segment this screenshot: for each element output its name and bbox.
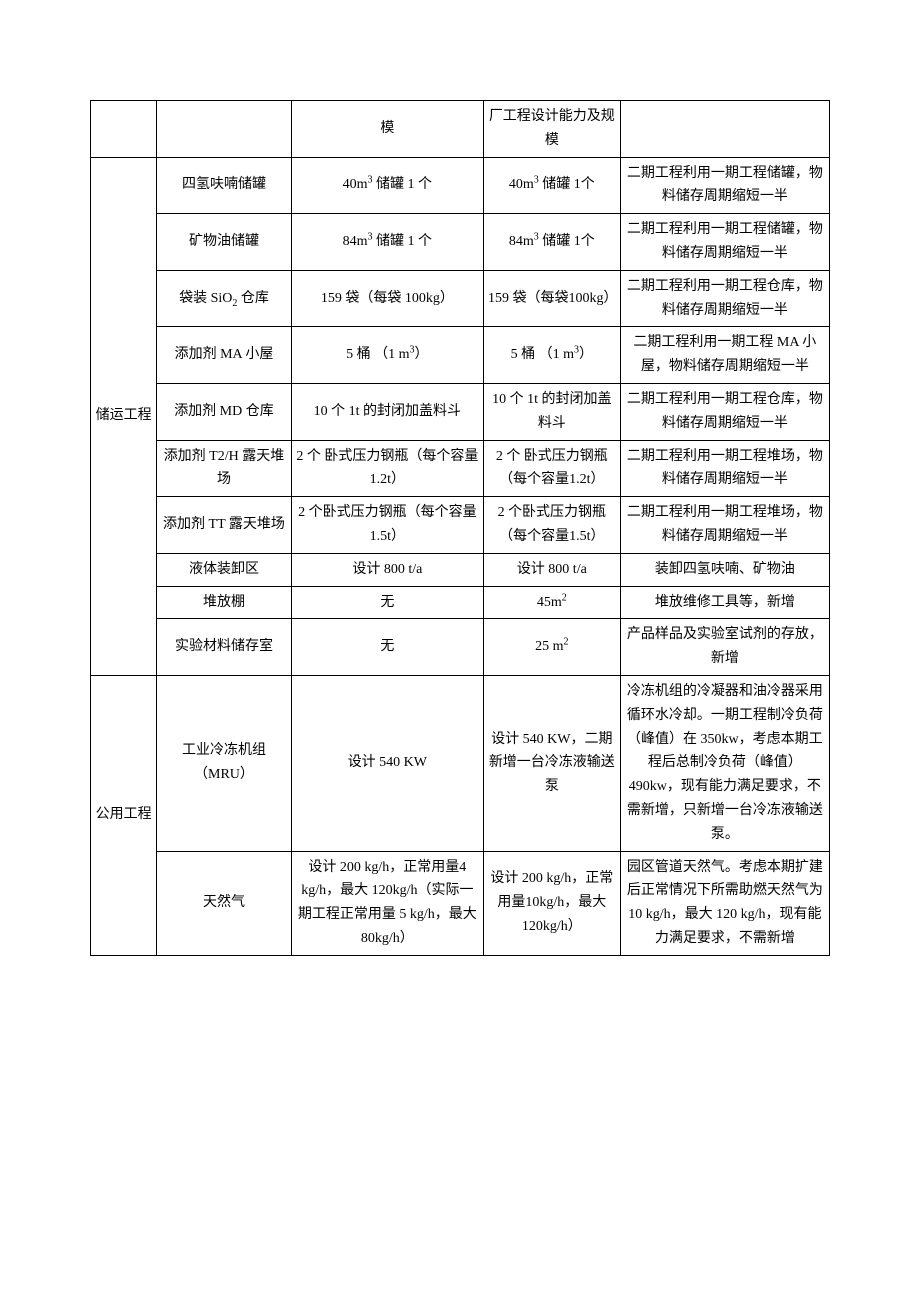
- table-row: 公用工程 工业冷冻机组（MRU） 设计 540 KW 设计 540 KW，二期新…: [91, 675, 830, 851]
- facility-capacity-table: 模 厂工程设计能力及规模 储运工程 四氢呋喃储罐 40m3 储罐 1 个 40m…: [90, 100, 830, 956]
- cell: 无: [291, 619, 483, 676]
- cell: 产品样品及实验室试剂的存放，新增: [620, 619, 829, 676]
- cell: 堆放棚: [157, 586, 292, 619]
- cell: 二期工程利用一期工程仓库，物料储存周期缩短一半: [620, 270, 829, 327]
- table-row: 液体装卸区 设计 800 t/a 设计 800 t/a 装卸四氢呋喃、矿物油: [91, 553, 830, 586]
- cell: 设计 200 kg/h，正常用量4 kg/h，最大 120kg/h（实际一期工程…: [291, 851, 483, 955]
- cell: 84m3 储罐 1个: [483, 214, 620, 271]
- cell: 天然气: [157, 851, 292, 955]
- cell: [620, 101, 829, 158]
- cell: 二期工程利用一期工程堆场，物料储存周期缩短一半: [620, 497, 829, 554]
- cell: 模: [291, 101, 483, 158]
- table-row: 添加剂 TT 露天堆场 2 个卧式压力钢瓶（每个容量 1.5t） 2 个卧式压力…: [91, 497, 830, 554]
- cell: 设计 200 kg/h，正常用量10kg/h，最大120kg/h）: [483, 851, 620, 955]
- category-cell-utility: 公用工程: [91, 675, 157, 955]
- cell: 10 个 1t 的封闭加盖料斗: [483, 383, 620, 440]
- cell: 添加剂 MA 小屋: [157, 327, 292, 384]
- cell: 设计 540 KW，二期新增一台冷冻液输送泵: [483, 675, 620, 851]
- cell: 工业冷冻机组（MRU）: [157, 675, 292, 851]
- cell: 5 桶 （1 m3）: [483, 327, 620, 384]
- cell: 厂工程设计能力及规模: [483, 101, 620, 158]
- table-row: 添加剂 MD 仓库 10 个 1t 的封闭加盖料斗 10 个 1t 的封闭加盖料…: [91, 383, 830, 440]
- cell: 四氢呋喃储罐: [157, 157, 292, 214]
- cell: [157, 101, 292, 158]
- cell: 添加剂 TT 露天堆场: [157, 497, 292, 554]
- cell: 10 个 1t 的封闭加盖料斗: [291, 383, 483, 440]
- cell: 2 个卧式压力钢瓶（每个容量 1.5t）: [291, 497, 483, 554]
- cell: 堆放维修工具等，新增: [620, 586, 829, 619]
- cell: 矿物油储罐: [157, 214, 292, 271]
- cell: 2 个卧式压力钢瓶（每个容量1.5t）: [483, 497, 620, 554]
- table-row: 袋装 SiO2 仓库 159 袋（每袋 100kg） 159 袋（每袋100kg…: [91, 270, 830, 327]
- cell: 45m2: [483, 586, 620, 619]
- cell: 2 个 卧式压力钢瓶（每个容量 1.2t）: [291, 440, 483, 497]
- cell: 无: [291, 586, 483, 619]
- category-cell-storage: 储运工程: [91, 157, 157, 675]
- cell: 设计 800 t/a: [483, 553, 620, 586]
- cell: 二期工程利用一期工程仓库，物料储存周期缩短一半: [620, 383, 829, 440]
- cell: 二期工程利用一期工程 MA 小屋，物料储存周期缩短一半: [620, 327, 829, 384]
- cell: 84m3 储罐 1 个: [291, 214, 483, 271]
- cell: 设计 540 KW: [291, 675, 483, 851]
- cell: 159 袋（每袋100kg）: [483, 270, 620, 327]
- cell: 40m3 储罐 1个: [483, 157, 620, 214]
- cell: 园区管道天然气。考虑本期扩建后正常情况下所需助燃天然气为10 kg/h，最大 1…: [620, 851, 829, 955]
- cell: 40m3 储罐 1 个: [291, 157, 483, 214]
- cell: 添加剂 MD 仓库: [157, 383, 292, 440]
- table-row: 储运工程 四氢呋喃储罐 40m3 储罐 1 个 40m3 储罐 1个 二期工程利…: [91, 157, 830, 214]
- cell: 实验材料储存室: [157, 619, 292, 676]
- cell: 袋装 SiO2 仓库: [157, 270, 292, 327]
- table-row: 实验材料储存室 无 25 m2 产品样品及实验室试剂的存放，新增: [91, 619, 830, 676]
- cell: [91, 101, 157, 158]
- table-row: 矿物油储罐 84m3 储罐 1 个 84m3 储罐 1个 二期工程利用一期工程储…: [91, 214, 830, 271]
- cell: 2 个 卧式压力钢瓶（每个容量1.2t）: [483, 440, 620, 497]
- table-row: 添加剂 MA 小屋 5 桶 （1 m3） 5 桶 （1 m3） 二期工程利用一期…: [91, 327, 830, 384]
- table-row: 天然气 设计 200 kg/h，正常用量4 kg/h，最大 120kg/h（实际…: [91, 851, 830, 955]
- table-row: 添加剂 T2/H 露天堆场 2 个 卧式压力钢瓶（每个容量 1.2t） 2 个 …: [91, 440, 830, 497]
- cell: 25 m2: [483, 619, 620, 676]
- cell: 液体装卸区: [157, 553, 292, 586]
- cell: 装卸四氢呋喃、矿物油: [620, 553, 829, 586]
- cell: 二期工程利用一期工程储罐，物料储存周期缩短一半: [620, 157, 829, 214]
- table-row: 堆放棚 无 45m2 堆放维修工具等，新增: [91, 586, 830, 619]
- cell: 二期工程利用一期工程储罐，物料储存周期缩短一半: [620, 214, 829, 271]
- cell: 冷冻机组的冷凝器和油冷器采用循环水冷却。一期工程制冷负荷（峰值）在 350kw，…: [620, 675, 829, 851]
- cell: 159 袋（每袋 100kg）: [291, 270, 483, 327]
- cell: 5 桶 （1 m3）: [291, 327, 483, 384]
- table-row: 模 厂工程设计能力及规模: [91, 101, 830, 158]
- cell: 设计 800 t/a: [291, 553, 483, 586]
- cell: 二期工程利用一期工程堆场，物料储存周期缩短一半: [620, 440, 829, 497]
- cell: 添加剂 T2/H 露天堆场: [157, 440, 292, 497]
